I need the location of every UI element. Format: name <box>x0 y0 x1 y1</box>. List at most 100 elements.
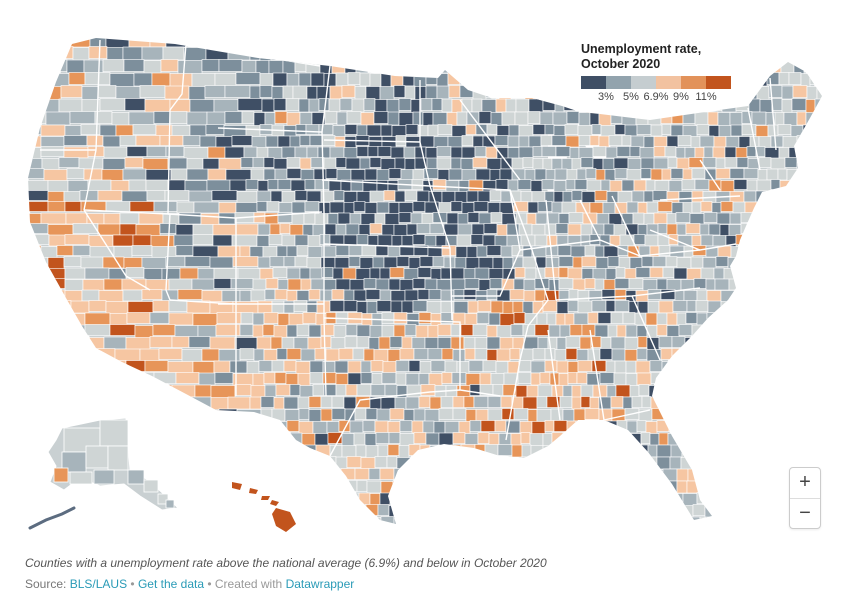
county[interactable] <box>796 111 807 126</box>
county[interactable] <box>97 223 121 236</box>
county[interactable] <box>567 223 582 236</box>
county[interactable] <box>557 59 569 74</box>
county[interactable] <box>542 158 553 171</box>
county[interactable] <box>542 492 554 504</box>
county[interactable] <box>388 432 401 444</box>
county[interactable] <box>376 300 392 312</box>
county[interactable] <box>294 256 308 267</box>
county[interactable] <box>700 267 715 280</box>
county[interactable] <box>335 224 347 237</box>
county[interactable] <box>331 396 345 408</box>
county[interactable] <box>175 372 200 384</box>
county[interactable] <box>65 212 88 225</box>
county[interactable] <box>771 98 783 111</box>
county[interactable] <box>658 300 674 314</box>
county[interactable] <box>319 504 333 516</box>
county[interactable] <box>742 360 758 372</box>
county[interactable] <box>567 267 583 280</box>
county[interactable] <box>594 480 608 494</box>
county[interactable] <box>384 384 398 396</box>
county[interactable] <box>334 136 346 149</box>
county[interactable] <box>264 289 276 300</box>
county[interactable] <box>67 529 92 541</box>
county[interactable] <box>729 325 743 339</box>
county[interactable] <box>331 504 345 518</box>
county[interactable] <box>758 157 772 168</box>
county[interactable] <box>614 360 627 374</box>
county[interactable] <box>229 179 247 192</box>
county[interactable] <box>699 135 715 148</box>
county[interactable] <box>277 433 289 447</box>
county[interactable] <box>307 246 323 259</box>
county[interactable] <box>387 245 401 258</box>
county[interactable] <box>133 72 153 87</box>
county[interactable] <box>523 290 536 303</box>
county[interactable] <box>581 444 597 456</box>
choropleth-map[interactable] <box>0 0 849 545</box>
county[interactable] <box>303 444 317 458</box>
county[interactable] <box>438 432 454 446</box>
county[interactable] <box>354 468 370 480</box>
county[interactable] <box>430 360 446 372</box>
county[interactable] <box>451 529 465 540</box>
county[interactable] <box>735 468 749 482</box>
county[interactable] <box>617 191 633 204</box>
county[interactable] <box>104 493 124 507</box>
county[interactable] <box>812 125 827 138</box>
county[interactable] <box>699 223 710 236</box>
county[interactable] <box>633 234 646 245</box>
county[interactable] <box>418 396 431 408</box>
county[interactable] <box>725 336 740 348</box>
county[interactable] <box>825 433 837 445</box>
county[interactable] <box>495 361 509 375</box>
county[interactable] <box>282 85 294 100</box>
county[interactable] <box>811 179 823 192</box>
county[interactable] <box>404 289 419 302</box>
county[interactable] <box>804 234 820 245</box>
county[interactable] <box>542 457 554 471</box>
county[interactable] <box>756 86 770 101</box>
county[interactable] <box>143 396 162 408</box>
county[interactable] <box>63 256 82 267</box>
county[interactable] <box>513 312 526 324</box>
county[interactable] <box>700 201 713 212</box>
county[interactable] <box>307 504 321 516</box>
county[interactable] <box>606 480 617 494</box>
county[interactable] <box>191 278 215 291</box>
county[interactable] <box>93 504 113 516</box>
county[interactable] <box>347 360 362 374</box>
county[interactable] <box>647 301 660 315</box>
county[interactable] <box>484 480 496 492</box>
county[interactable] <box>714 278 730 291</box>
county[interactable] <box>636 372 652 386</box>
county[interactable] <box>331 408 346 420</box>
county[interactable] <box>818 235 829 248</box>
county[interactable] <box>803 191 814 204</box>
county[interactable] <box>759 337 770 351</box>
county[interactable] <box>736 444 750 458</box>
county[interactable] <box>637 336 648 348</box>
county[interactable] <box>212 468 230 480</box>
county[interactable] <box>463 396 475 408</box>
county[interactable] <box>758 529 772 540</box>
county[interactable] <box>549 85 565 98</box>
county[interactable] <box>312 457 326 471</box>
county[interactable] <box>302 224 314 237</box>
county[interactable] <box>84 267 110 280</box>
county[interactable] <box>762 396 776 408</box>
county[interactable] <box>496 325 512 339</box>
county[interactable] <box>753 385 768 399</box>
county[interactable] <box>721 516 736 529</box>
county[interactable] <box>158 348 183 360</box>
county[interactable] <box>290 35 302 49</box>
county[interactable] <box>224 493 248 507</box>
county[interactable] <box>404 324 417 336</box>
county[interactable] <box>558 267 569 278</box>
county[interactable] <box>732 372 744 386</box>
county[interactable] <box>636 348 648 360</box>
county[interactable] <box>24 504 45 516</box>
county[interactable] <box>566 456 581 468</box>
county[interactable] <box>461 135 474 146</box>
county[interactable] <box>24 278 48 291</box>
county[interactable] <box>227 46 251 61</box>
